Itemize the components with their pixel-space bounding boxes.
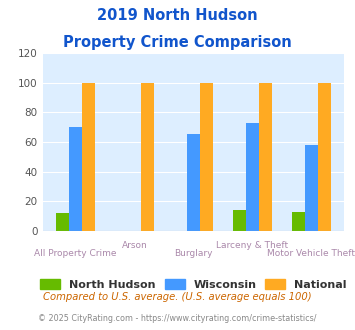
Bar: [200, 82, 213, 231]
Text: Property Crime Comparison: Property Crime Comparison: [63, 35, 292, 50]
Text: Burglary: Burglary: [174, 249, 213, 258]
Bar: [259, 82, 272, 231]
Bar: [69, 127, 82, 231]
Bar: [56, 213, 69, 231]
Text: Larceny & Theft: Larceny & Theft: [216, 241, 288, 250]
Bar: [141, 82, 154, 231]
Bar: [82, 82, 95, 231]
Text: Arson: Arson: [122, 241, 147, 250]
Bar: [292, 212, 305, 231]
Text: 2019 North Hudson: 2019 North Hudson: [97, 8, 258, 23]
Legend: North Hudson, Wisconsin, National: North Hudson, Wisconsin, National: [37, 275, 350, 293]
Bar: [305, 145, 318, 231]
Text: All Property Crime: All Property Crime: [34, 249, 117, 258]
Text: Motor Vehicle Theft: Motor Vehicle Theft: [267, 249, 355, 258]
Bar: [246, 123, 259, 231]
Bar: [233, 210, 246, 231]
Text: © 2025 CityRating.com - https://www.cityrating.com/crime-statistics/: © 2025 CityRating.com - https://www.city…: [38, 314, 317, 323]
Bar: [318, 82, 331, 231]
Text: Compared to U.S. average. (U.S. average equals 100): Compared to U.S. average. (U.S. average …: [43, 292, 312, 302]
Bar: [187, 135, 200, 231]
